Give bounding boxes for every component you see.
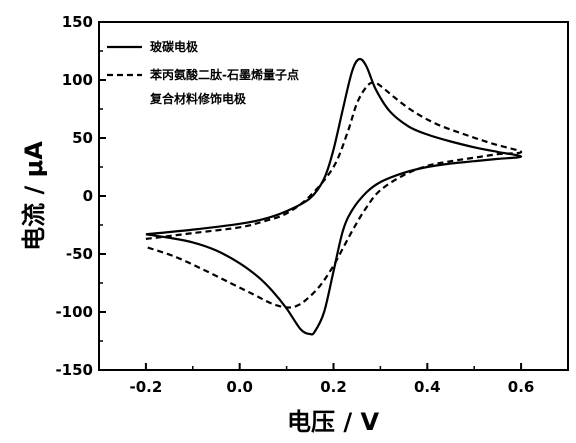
x-axis-title: 电压 / V bbox=[287, 408, 379, 436]
legend-label-composite-line2: 复合材料修饰电极 bbox=[149, 91, 247, 106]
x-tick-label: -0.2 bbox=[129, 378, 162, 396]
x-tick-label: 0.2 bbox=[320, 378, 347, 396]
x-axis-ticks: -0.2 0.0 0.2 0.4 0.6 bbox=[98, 363, 569, 396]
x-tick-label: 0.6 bbox=[508, 378, 535, 396]
y-tick-label: -100 bbox=[55, 303, 93, 321]
x-tick-label: 0.4 bbox=[414, 378, 441, 396]
y-tick-label: 100 bbox=[62, 71, 93, 89]
y-tick-label: 50 bbox=[72, 129, 93, 147]
series-line-composite-electrode bbox=[145, 81, 523, 309]
y-tick-label: 150 bbox=[62, 13, 93, 31]
y-tick-label: -50 bbox=[66, 245, 93, 263]
x-tick-label: 0.0 bbox=[226, 378, 253, 396]
series-layer bbox=[145, 57, 523, 336]
legend-label-glassy-carbon: 玻碳电极 bbox=[150, 39, 199, 54]
y-tick-label: 0 bbox=[83, 187, 93, 205]
legend: 玻碳电极 苯丙氨酸二肽-石墨烯量子点 复合材料修饰电极 bbox=[107, 39, 299, 106]
y-axis-ticks: -150 -100 -50 0 50 100 150 bbox=[55, 13, 106, 379]
legend-label-composite-line1: 苯丙氨酸二肽-石墨烯量子点 bbox=[149, 67, 299, 82]
y-axis-title: 电流 / μA bbox=[20, 141, 48, 251]
y-tick-label: -150 bbox=[55, 361, 93, 379]
